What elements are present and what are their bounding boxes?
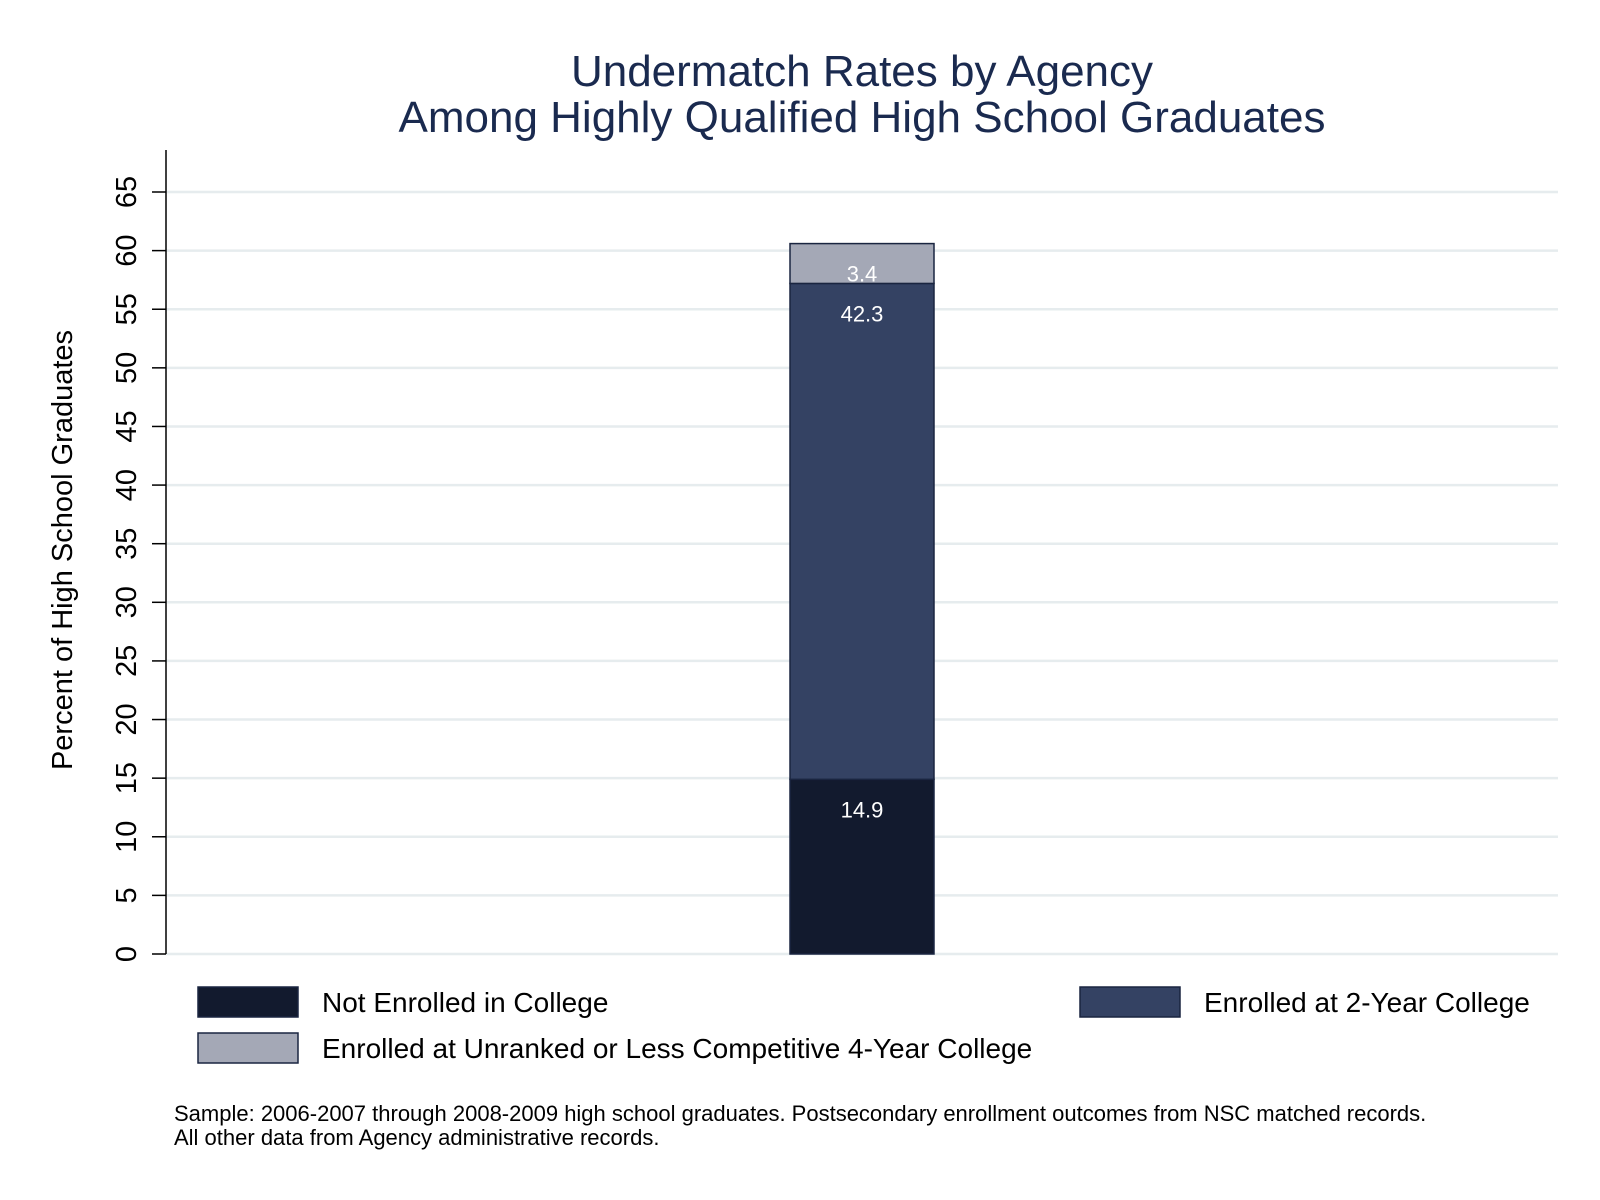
bar-segment-2 <box>789 282 935 781</box>
chart-title-line-2: Among Highly Qualified High School Gradu… <box>399 93 1326 142</box>
y-tick-label: 30 <box>111 586 143 618</box>
y-tick-label: 60 <box>111 234 143 266</box>
y-axis: 0 5 10 15 20 25 30 35 40 45 50 55 60 65 <box>111 150 167 962</box>
y-tick-label: 0 <box>111 946 143 962</box>
bar-segment-1 <box>789 778 935 955</box>
y-tick-label: 5 <box>111 887 143 903</box>
bars: 14.9 42.3 3.4 <box>789 242 935 955</box>
y-axis-title: Percent of High School Graduates <box>47 330 79 770</box>
legend-label-2: Enrolled at 2-Year College <box>1204 987 1530 1018</box>
chart-note-line-1: Sample: 2006-2007 through 2008-2009 high… <box>174 1101 1426 1126</box>
legend-label-1: Not Enrolled in College <box>322 987 608 1018</box>
y-tick-label: 20 <box>111 703 143 735</box>
chart-note-line-2: All other data from Agency administrativ… <box>174 1125 659 1150</box>
chart-title-line-1: Undermatch Rates by Agency <box>571 47 1153 96</box>
legend-swatch-1 <box>197 986 299 1018</box>
y-tick-label: 10 <box>111 821 143 853</box>
legend-label-3: Enrolled at Unranked or Less Competitive… <box>322 1033 1032 1064</box>
y-tick-label: 45 <box>111 410 143 442</box>
bar-segment-3 <box>789 242 935 285</box>
y-tick-label: 65 <box>111 176 143 208</box>
legend: Not Enrolled in College Enrolled at 2-Yea… <box>197 986 1530 1064</box>
y-tick-label: 40 <box>111 469 143 501</box>
legend-swatch-2 <box>1079 986 1181 1018</box>
y-tick-label: 55 <box>111 293 143 325</box>
legend-swatch-3 <box>197 1032 299 1064</box>
data-label-1: 14.9 <box>841 797 884 822</box>
y-tick-label: 35 <box>111 528 143 560</box>
y-tick-label: 15 <box>111 762 143 794</box>
data-label-2: 42.3 <box>841 301 884 326</box>
y-tick-label: 50 <box>111 352 143 384</box>
data-label-3: 3.4 <box>847 262 878 287</box>
y-tick-label: 25 <box>111 645 143 677</box>
